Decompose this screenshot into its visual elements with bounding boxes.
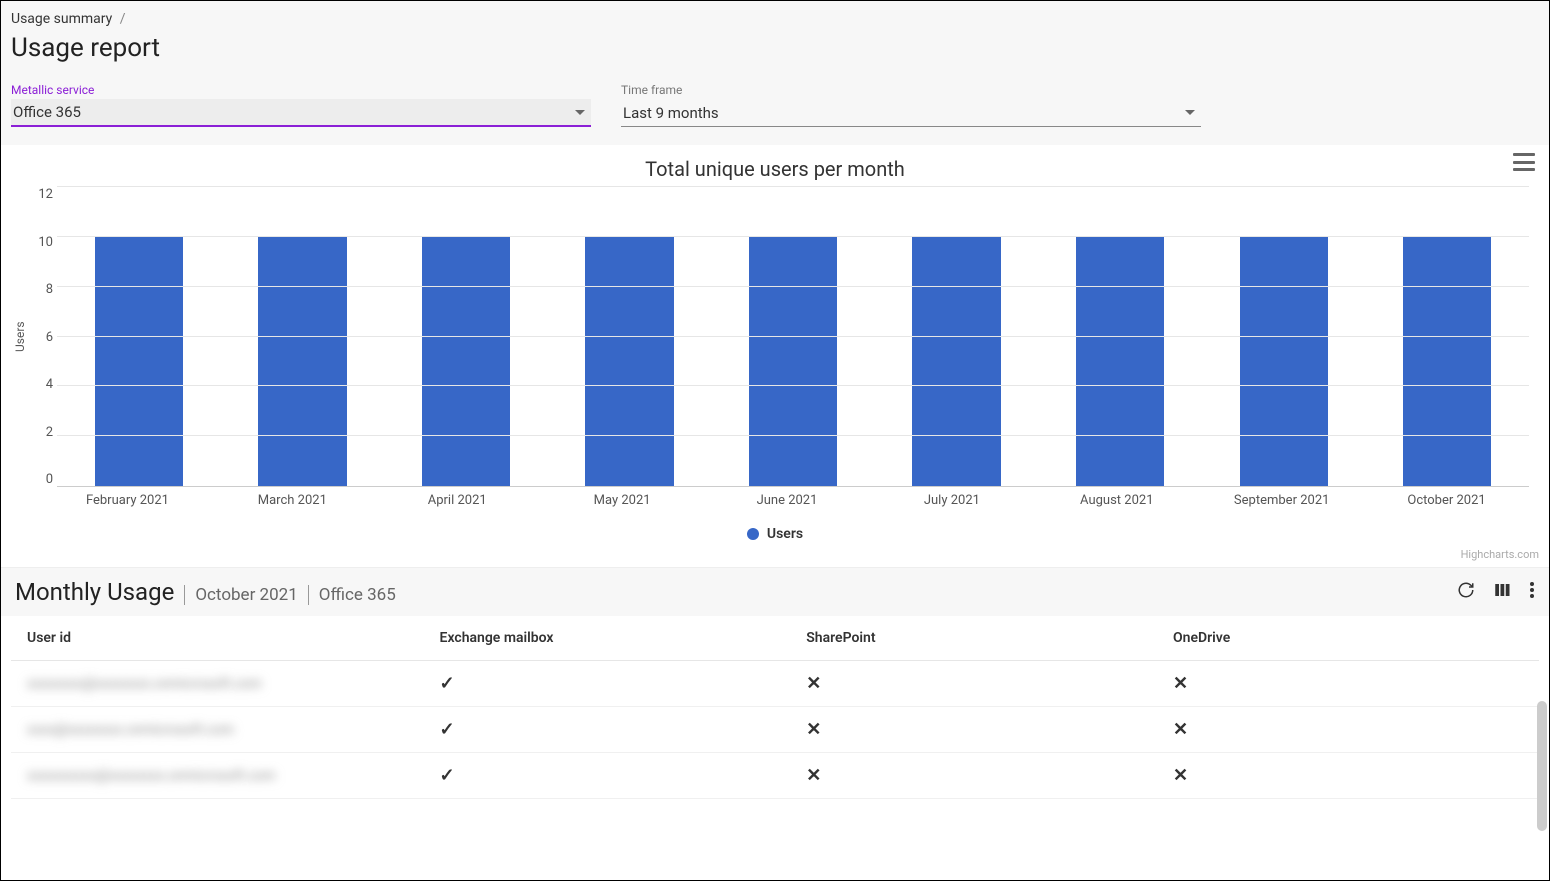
legend-marker [747,528,759,540]
cell-onedrive: ✕ [1157,661,1539,707]
table-header[interactable]: OneDrive [1157,616,1539,661]
cell-exchange: ✓ [424,661,791,707]
chart-credit: Highcharts.com [1,548,1549,567]
x-tick-label: April 2021 [375,493,540,508]
chart-plot [57,187,1529,487]
cell-sharepoint: ✕ [790,753,1157,799]
x-tick-label: August 2021 [1034,493,1199,508]
filter-service: Metallic service Office 365 [11,83,591,127]
chart-title: Total unique users per month [1,157,1549,181]
monthly-usage-title: Monthly Usage [15,578,174,606]
cell-user-id: xxxxxxxx@xxxxxxxx.onmicrosoft.com [11,661,424,707]
page-title: Usage report [11,33,1539,63]
chart-menu-icon[interactable] [1513,153,1535,171]
chevron-down-icon [575,110,585,115]
bar[interactable] [57,187,221,486]
chart-legend: Users [1,526,1549,542]
filter-timeframe-label: Time frame [621,83,1201,97]
cell-sharepoint: ✕ [790,661,1157,707]
x-axis-labels: February 2021March 2021April 2021May 202… [45,487,1549,508]
monthly-usage-service: Office 365 [308,585,396,605]
timeframe-select[interactable]: Last 9 months [621,99,1201,127]
cell-onedrive: ✕ [1157,707,1539,753]
x-tick-label: June 2021 [705,493,870,508]
table-header[interactable]: User id [11,616,424,661]
cell-onedrive: ✕ [1157,753,1539,799]
bar[interactable] [1366,187,1530,486]
bar[interactable] [1202,187,1366,486]
filter-service-label: Metallic service [11,83,591,97]
cell-user-id: xxxx@xxxxxxxx.onmicrosoft.com [11,707,424,753]
monthly-usage-table: User idExchange mailboxSharePointOneDriv… [11,616,1539,799]
bar[interactable] [875,187,1039,486]
more-icon[interactable] [1529,581,1535,603]
table-header[interactable]: Exchange mailbox [424,616,791,661]
breadcrumb: Usage summary / [11,11,1539,27]
table-row[interactable]: xxxx@xxxxxxxx.onmicrosoft.com✓✕✕ [11,707,1539,753]
monthly-usage-header: Monthly Usage October 2021 Office 365 [1,567,1549,616]
cell-exchange: ✓ [424,753,791,799]
monthly-usage-month: October 2021 [184,585,297,605]
timeframe-select-value: Last 9 months [623,104,719,122]
y-axis-label: Users [11,187,29,487]
bar[interactable] [384,187,548,486]
table-header[interactable]: SharePoint [790,616,1157,661]
filter-timeframe: Time frame Last 9 months [621,83,1201,127]
x-tick-label: May 2021 [540,493,705,508]
cell-exchange: ✓ [424,707,791,753]
x-tick-label: July 2021 [869,493,1034,508]
bar[interactable] [711,187,875,486]
x-tick-label: March 2021 [210,493,375,508]
x-tick-label: October 2021 [1364,493,1529,508]
chevron-down-icon [1185,110,1195,115]
refresh-icon[interactable] [1457,581,1475,603]
table-row[interactable]: xxxxxxxxxx@xxxxxxxx.onmicrosoft.com✓✕✕ [11,753,1539,799]
table-row[interactable]: xxxxxxxx@xxxxxxxx.onmicrosoft.com✓✕✕ [11,661,1539,707]
service-select-value: Office 365 [13,103,81,121]
bar[interactable] [221,187,385,486]
y-axis-ticks: 121086420 [29,187,57,487]
breadcrumb-root[interactable]: Usage summary [11,11,112,27]
service-select[interactable]: Office 365 [11,99,591,127]
legend-label: Users [767,526,803,542]
bar[interactable] [548,187,712,486]
columns-icon[interactable] [1493,581,1511,603]
x-tick-label: September 2021 [1199,493,1364,508]
chart-card: Total unique users per month Users 12108… [1,145,1549,567]
scrollbar[interactable] [1537,701,1547,831]
cell-user-id: xxxxxxxxxx@xxxxxxxx.onmicrosoft.com [11,753,424,799]
x-tick-label: February 2021 [45,493,210,508]
breadcrumb-sep: / [120,11,126,27]
bar[interactable] [1038,187,1202,486]
cell-sharepoint: ✕ [790,707,1157,753]
